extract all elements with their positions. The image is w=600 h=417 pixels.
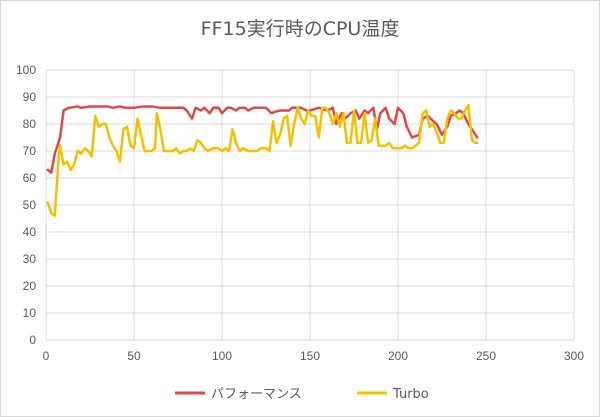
grid-layer bbox=[45, 69, 575, 341]
y-tick-label: 50 bbox=[23, 198, 37, 212]
x-tick-label: 50 bbox=[127, 349, 141, 363]
y-tick-label: 40 bbox=[23, 225, 37, 239]
x-tick-label: 250 bbox=[476, 349, 496, 363]
legend-label: パフォーマンス bbox=[211, 387, 302, 402]
y-tick-label: 20 bbox=[23, 279, 37, 293]
y-tick-label: 30 bbox=[23, 252, 37, 266]
x-tick-label: 300 bbox=[564, 349, 584, 363]
y-tick-label: 60 bbox=[23, 171, 37, 185]
x-tick-label: 200 bbox=[388, 349, 408, 363]
y-tick-label: 10 bbox=[23, 306, 37, 320]
y-tick-label: 70 bbox=[23, 144, 37, 158]
x-tick-label: 100 bbox=[212, 349, 232, 363]
series-line-turbo bbox=[46, 103, 479, 218]
series-layer bbox=[46, 103, 479, 218]
chart-title: FF15実行時のCPU温度 bbox=[200, 18, 400, 40]
y-tick-label: 80 bbox=[23, 117, 37, 131]
series-line-performance bbox=[46, 105, 479, 174]
legend: パフォーマンス Turbo bbox=[175, 387, 429, 402]
y-tick-label: 90 bbox=[23, 90, 37, 104]
axis-layer: 0 10 20 30 40 50 60 70 80 90 100 0 50 100 150 200 250 300 bbox=[16, 63, 584, 363]
y-tick-label: 0 bbox=[29, 333, 36, 347]
x-tick-label: 150 bbox=[300, 349, 320, 363]
x-tick-label: 0 bbox=[43, 349, 50, 363]
y-tick-label: 100 bbox=[16, 63, 36, 77]
legend-label: Turbo bbox=[392, 387, 429, 402]
